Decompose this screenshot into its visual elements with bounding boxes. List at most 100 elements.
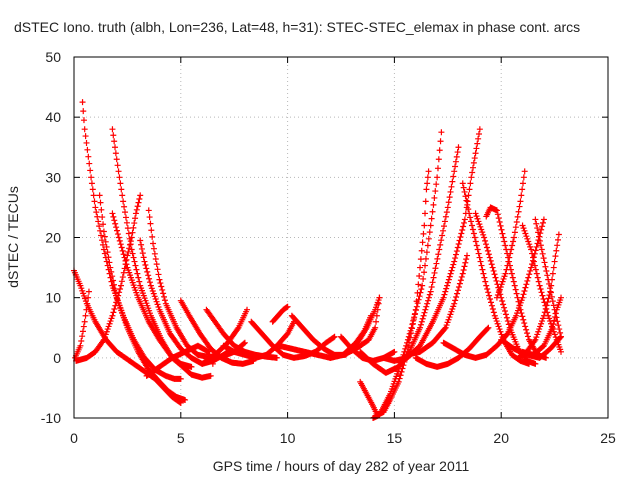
data-point <box>501 304 508 311</box>
data-point <box>454 244 461 251</box>
data-point <box>133 206 140 213</box>
data-point <box>142 262 149 269</box>
data-point <box>426 291 433 298</box>
data-point <box>552 313 559 320</box>
data-point <box>408 324 415 331</box>
data-point <box>160 290 167 297</box>
data-point <box>524 277 531 284</box>
series-arc <box>380 126 483 364</box>
data-point <box>531 262 538 269</box>
data-point <box>552 253 559 260</box>
data-point <box>209 360 216 367</box>
data-point <box>330 334 337 341</box>
data-point <box>412 310 419 317</box>
data-point <box>446 273 453 280</box>
data-point <box>485 251 492 258</box>
data-point <box>150 245 157 252</box>
data-point <box>79 333 86 340</box>
data-point <box>135 199 142 206</box>
data-point <box>516 302 523 309</box>
data-point <box>150 290 157 297</box>
data-point <box>147 282 154 289</box>
series-arc <box>72 288 92 361</box>
data-point <box>114 227 121 234</box>
data-point <box>437 138 444 145</box>
data-point <box>415 281 422 288</box>
data-point <box>504 262 511 269</box>
data-point <box>132 210 139 217</box>
data-point <box>419 239 426 246</box>
data-point <box>546 315 553 322</box>
data-point <box>492 274 499 281</box>
data-point <box>111 138 118 145</box>
y-tick-label: 40 <box>45 109 61 125</box>
data-point <box>554 318 561 325</box>
data-point <box>442 324 449 331</box>
data-point <box>431 194 438 201</box>
data-point <box>443 285 450 292</box>
data-point <box>112 290 119 297</box>
data-point <box>441 218 448 225</box>
data-point <box>532 216 539 223</box>
data-point <box>514 294 521 301</box>
x-tick-label: 25 <box>600 430 616 446</box>
data-point <box>102 238 109 245</box>
data-point <box>439 232 446 239</box>
data-point <box>101 233 108 240</box>
data-point <box>488 302 495 309</box>
data-point <box>437 241 444 248</box>
data-point <box>182 396 189 403</box>
data-point <box>469 169 476 176</box>
data-point <box>109 312 116 319</box>
data-point <box>471 155 478 162</box>
data-point <box>405 333 412 340</box>
data-point <box>140 254 147 261</box>
data-point <box>427 288 434 295</box>
data-point <box>445 276 452 283</box>
data-point <box>475 218 482 225</box>
data-point <box>508 270 515 277</box>
data-point <box>115 168 122 175</box>
data-point <box>485 289 492 296</box>
data-point <box>90 192 97 199</box>
data-point <box>518 310 525 317</box>
data-point <box>188 363 195 370</box>
series-arc <box>177 297 257 367</box>
data-point <box>475 135 482 142</box>
data-point <box>497 328 504 335</box>
data-point <box>540 216 547 223</box>
data-point <box>465 206 472 213</box>
data-point <box>520 291 527 298</box>
data-point <box>454 149 461 156</box>
data-point <box>418 286 425 293</box>
data-point <box>132 262 139 269</box>
data-point <box>152 255 159 262</box>
data-point <box>524 235 531 242</box>
data-point <box>397 372 404 379</box>
data-point <box>104 326 111 333</box>
data-point <box>535 278 542 285</box>
data-point <box>500 275 507 282</box>
data-point <box>103 258 110 265</box>
data-point <box>417 324 424 331</box>
data-point <box>425 168 432 175</box>
data-point <box>447 311 454 318</box>
data-point <box>421 269 428 276</box>
data-point <box>497 222 504 229</box>
data-point <box>422 262 429 269</box>
data-point <box>450 173 457 180</box>
data-point <box>513 290 520 297</box>
data-point <box>150 240 157 247</box>
data-point <box>541 309 548 316</box>
data-point <box>103 328 110 335</box>
data-point <box>442 213 449 220</box>
data-point <box>503 266 510 273</box>
data-point <box>112 220 119 227</box>
data-point <box>155 271 162 278</box>
data-point <box>532 336 539 343</box>
series-arc <box>515 231 562 361</box>
data-point <box>83 139 90 146</box>
data-point <box>153 261 160 268</box>
data-point <box>517 306 524 313</box>
data-point <box>443 322 450 329</box>
